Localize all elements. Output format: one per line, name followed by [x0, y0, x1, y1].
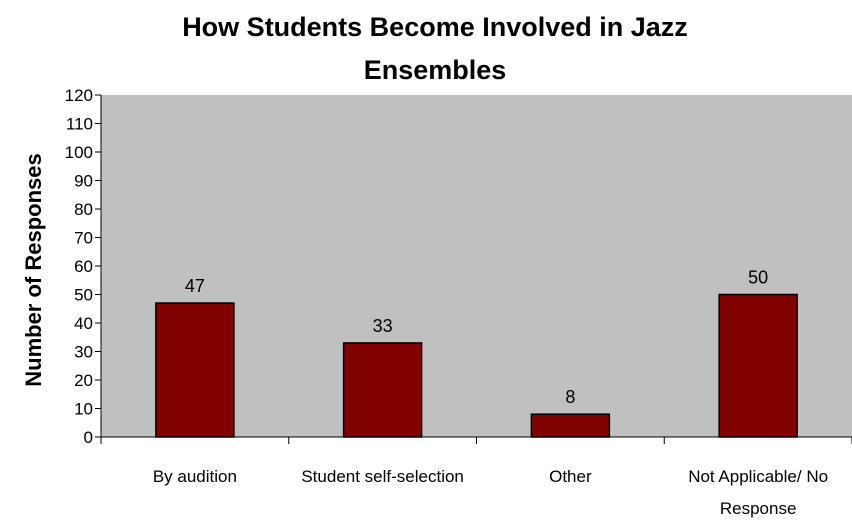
bar-value-label: 33	[373, 316, 393, 336]
category-labels: By audition Student self-selection Other No…	[153, 467, 828, 518]
x-tick-label: By audition	[153, 467, 237, 486]
y-tick-label: 50	[74, 286, 93, 305]
x-tick-label: Response	[720, 499, 797, 518]
bar	[342, 342, 423, 438]
chart-title-line: Ensembles	[364, 55, 507, 85]
bar	[718, 293, 798, 438]
y-tick-label: 0	[84, 428, 93, 447]
bar	[530, 413, 611, 438]
y-tick-label: 70	[74, 229, 93, 248]
y-axis: 0 10 20 30 40 50 60 70 80 90 100 110 120	[65, 86, 102, 447]
y-tick-label: 90	[74, 172, 93, 191]
x-tick-label: Not Applicable/ No	[688, 467, 828, 486]
bar	[155, 302, 235, 438]
bar-series	[155, 293, 798, 438]
y-tick-label: 10	[74, 400, 93, 419]
bar-value-label: 8	[565, 387, 575, 407]
data-labels: 47 33 8 50	[185, 268, 768, 408]
chart-title-line: How Students Become Involved in Jazz	[182, 12, 688, 42]
bar-value-label: 50	[748, 268, 768, 288]
y-tick-label: 100	[65, 143, 93, 162]
bar-value-label: 47	[185, 276, 205, 296]
y-tick-label: 30	[74, 343, 93, 362]
y-tick-label: 20	[74, 371, 93, 390]
y-tick-label: 80	[74, 200, 93, 219]
x-tick-label: Other	[549, 467, 592, 486]
chart-title: How Students Become Involved in Jazz Ense…	[182, 12, 688, 85]
y-tick-label: 60	[74, 257, 93, 276]
y-tick-label: 110	[66, 115, 93, 134]
x-axis	[100, 436, 852, 444]
x-tick-label: Student self-selection	[301, 467, 464, 486]
y-axis-label: Number of Responses	[21, 153, 46, 387]
y-tick-label: 40	[74, 314, 93, 333]
y-tick-label: 120	[65, 86, 93, 105]
